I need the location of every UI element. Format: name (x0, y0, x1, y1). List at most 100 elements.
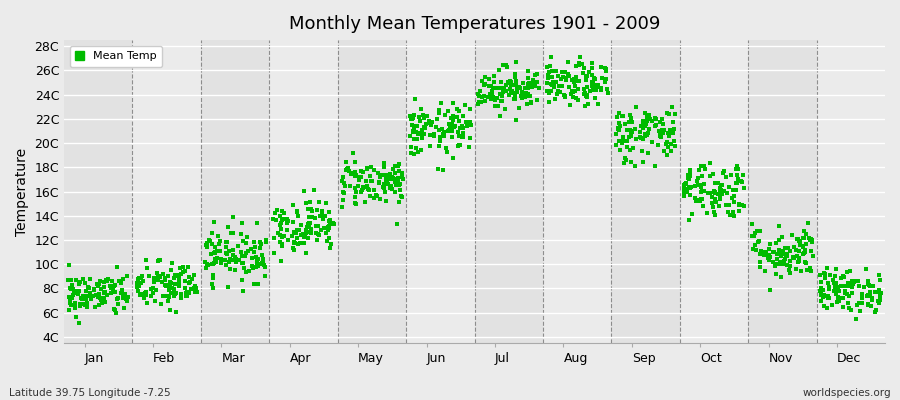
Point (379, 173, 393, 179)
Point (820, 305, 834, 312)
Point (433, 137, 447, 143)
Point (734, 178, 748, 184)
Point (234, 231, 248, 238)
Point (427, 131, 441, 138)
Point (699, 210, 714, 216)
Point (208, 256, 222, 262)
Point (226, 230, 240, 237)
Point (641, 130, 655, 136)
Point (110, 296, 124, 302)
Point (799, 267, 814, 273)
Point (485, 92, 500, 98)
Point (76, 276, 91, 282)
Point (407, 124, 421, 131)
Point (851, 278, 866, 284)
Point (304, 230, 319, 236)
Point (503, 78, 517, 84)
Point (376, 172, 391, 178)
Point (735, 178, 750, 185)
Point (873, 297, 887, 303)
Point (206, 250, 220, 257)
Point (734, 202, 749, 208)
Point (383, 183, 398, 190)
Point (65, 282, 79, 288)
Point (752, 250, 767, 257)
Point (287, 239, 302, 245)
Point (725, 187, 740, 194)
Point (86, 293, 100, 299)
Point (558, 93, 572, 100)
Point (693, 198, 707, 204)
Point (816, 303, 831, 310)
Point (472, 88, 487, 95)
Point (165, 284, 179, 291)
Point (460, 123, 474, 130)
Point (842, 281, 857, 288)
Point (654, 128, 669, 134)
Point (92, 302, 106, 308)
Point (611, 120, 625, 126)
Point (371, 170, 385, 176)
Point (188, 289, 202, 295)
Point (246, 265, 260, 271)
Point (842, 293, 856, 300)
Point (548, 68, 562, 74)
Point (705, 194, 719, 200)
Point (615, 140, 629, 146)
Point (64, 302, 78, 308)
Point (257, 273, 272, 279)
Point (813, 272, 827, 279)
Point (446, 123, 461, 130)
Point (117, 305, 131, 311)
Point (471, 91, 485, 98)
Point (645, 118, 660, 124)
Point (321, 224, 336, 230)
Point (520, 101, 535, 108)
Point (776, 260, 790, 267)
Point (235, 220, 249, 226)
Point (324, 241, 338, 248)
Point (363, 173, 377, 180)
Point (552, 83, 566, 89)
Point (578, 90, 592, 96)
Point (544, 54, 558, 60)
Point (484, 83, 499, 90)
Point (161, 294, 176, 300)
Point (510, 84, 525, 91)
Point (637, 122, 652, 129)
Point (783, 263, 797, 269)
Point (251, 262, 266, 269)
Point (697, 162, 711, 169)
Point (508, 95, 523, 102)
Point (446, 154, 460, 161)
Point (521, 80, 535, 86)
Point (860, 281, 875, 288)
Point (355, 186, 369, 193)
Point (528, 83, 543, 89)
Point (445, 115, 459, 121)
Point (732, 201, 746, 207)
Point (838, 290, 852, 296)
Point (62, 262, 77, 268)
Point (152, 274, 166, 280)
Point (667, 126, 681, 133)
Point (236, 237, 250, 244)
Point (317, 225, 331, 231)
Bar (406, 40, 474, 343)
Point (292, 241, 306, 248)
Point (797, 259, 812, 266)
Point (221, 248, 236, 254)
Point (799, 260, 814, 266)
Point (386, 166, 400, 172)
Point (561, 70, 575, 77)
Point (594, 85, 608, 91)
Point (521, 85, 535, 91)
Point (274, 220, 289, 226)
Point (869, 307, 884, 314)
Point (661, 130, 675, 136)
Point (557, 92, 572, 98)
Point (352, 177, 366, 184)
Point (167, 293, 182, 299)
Point (103, 283, 117, 289)
Point (682, 184, 697, 190)
